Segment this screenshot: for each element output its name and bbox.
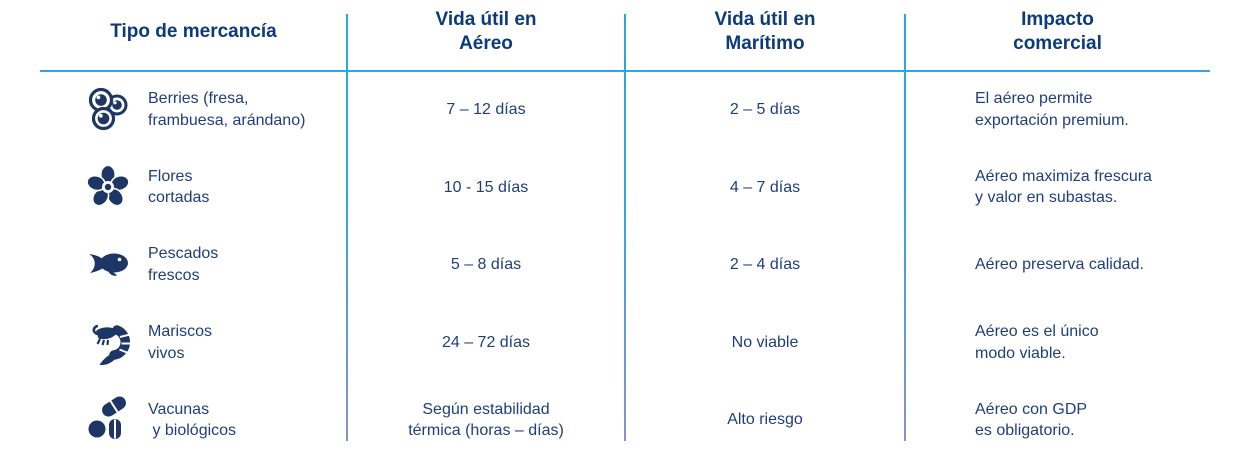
table-row-mariscos-impacto: Aéreo es el único modo viable. <box>905 304 1210 382</box>
fish-icon <box>84 241 132 289</box>
tipo-label: Pescados frescos <box>148 245 219 284</box>
tipo-label: Flores cortadas <box>148 167 210 207</box>
table-row-mariscos-maritimo: No viable <box>625 304 905 382</box>
table-row-pescados-tipo: Pescados frescos <box>40 226 347 304</box>
column-divider-1 <box>346 14 348 441</box>
column-divider-3 <box>904 14 906 441</box>
column-header-tipo: Tipo de mercancía <box>110 20 277 42</box>
table-row-mariscos-aereo: 24 – 72 días <box>347 304 625 382</box>
impacto-value: Aéreo con GDP es obligatorio. <box>975 400 1088 440</box>
impacto-value: El aéreo permite exportación premium. <box>975 90 1129 129</box>
table-row-pescados-maritimo: 2 – 4 días <box>625 226 905 304</box>
table-row-berries-tipo: Berries (fresa, frambuesa, arándano) <box>40 71 347 149</box>
column-divider-2 <box>624 14 626 441</box>
table-row-berries-maritimo: 2 – 5 días <box>625 71 905 149</box>
aereo-value: 24 – 72 días <box>441 333 531 351</box>
table-grid: Tipo de mercancía Vida útil en Aéreo Vid… <box>40 0 1210 459</box>
table-row-vacunas-aereo: Según estabilidad térmica (horas – días) <box>347 381 625 459</box>
maritimo-value: 2 – 5 días <box>729 101 801 118</box>
column-header-maritimo: Vida útil en Marítimo <box>714 8 816 54</box>
maritimo-value: 2 – 4 días <box>729 256 801 274</box>
table-row-flores-impacto: Aéreo maximiza frescura y valor en subas… <box>905 149 1210 227</box>
column-header-aereo: Vida útil en Aéreo <box>435 8 537 54</box>
tipo-label: Vacunas y biológicos <box>148 400 237 440</box>
table-row-vacunas-maritimo: Alto riesgo <box>625 381 905 459</box>
impacto-value: Aéreo maximiza frescura y valor en subas… <box>975 167 1152 207</box>
impacto-value: Aéreo preserva calidad. <box>975 256 1144 274</box>
aereo-value: 5 – 8 días <box>450 256 522 274</box>
aereo-value: 7 – 12 días <box>446 101 526 118</box>
column-header-impacto: Impacto comercial <box>1013 8 1102 54</box>
table-row-berries-impacto: El aéreo permite exportación premium. <box>905 71 1210 149</box>
aereo-value: Según estabilidad térmica (horas – días) <box>408 400 564 440</box>
tipo-label: Mariscos vivos <box>148 322 213 362</box>
table-row-flores-aereo: 10 - 15 días <box>347 149 625 227</box>
maritimo-value: No viable <box>731 333 799 351</box>
table-row-mariscos-tipo: Mariscos vivos <box>40 304 347 382</box>
tipo-label: Berries (fresa, frambuesa, arándano) <box>148 90 306 129</box>
table-row-berries-aereo: 7 – 12 días <box>347 71 625 149</box>
maritimo-value: 4 – 7 días <box>729 178 801 196</box>
table-row-vacunas-tipo: Vacunas y biológicos <box>40 381 347 459</box>
table-row-flores-maritimo: 4 – 7 días <box>625 149 905 227</box>
aereo-value: 10 - 15 días <box>443 178 529 196</box>
table-row-pescados-aereo: 5 – 8 días <box>347 226 625 304</box>
impacto-value: Aéreo es el único modo viable. <box>975 322 1099 362</box>
pills-icon <box>84 396 132 444</box>
table-row-pescados-impacto: Aéreo preserva calidad. <box>905 226 1210 304</box>
shrimp-icon <box>84 319 132 367</box>
table-row-flores-tipo: Flores cortadas <box>40 149 347 227</box>
flower-icon <box>84 163 132 211</box>
maritimo-value: Alto riesgo <box>727 411 803 429</box>
berries-icon <box>84 86 132 134</box>
table-row-vacunas-impacto: Aéreo con GDP es obligatorio. <box>905 381 1210 459</box>
